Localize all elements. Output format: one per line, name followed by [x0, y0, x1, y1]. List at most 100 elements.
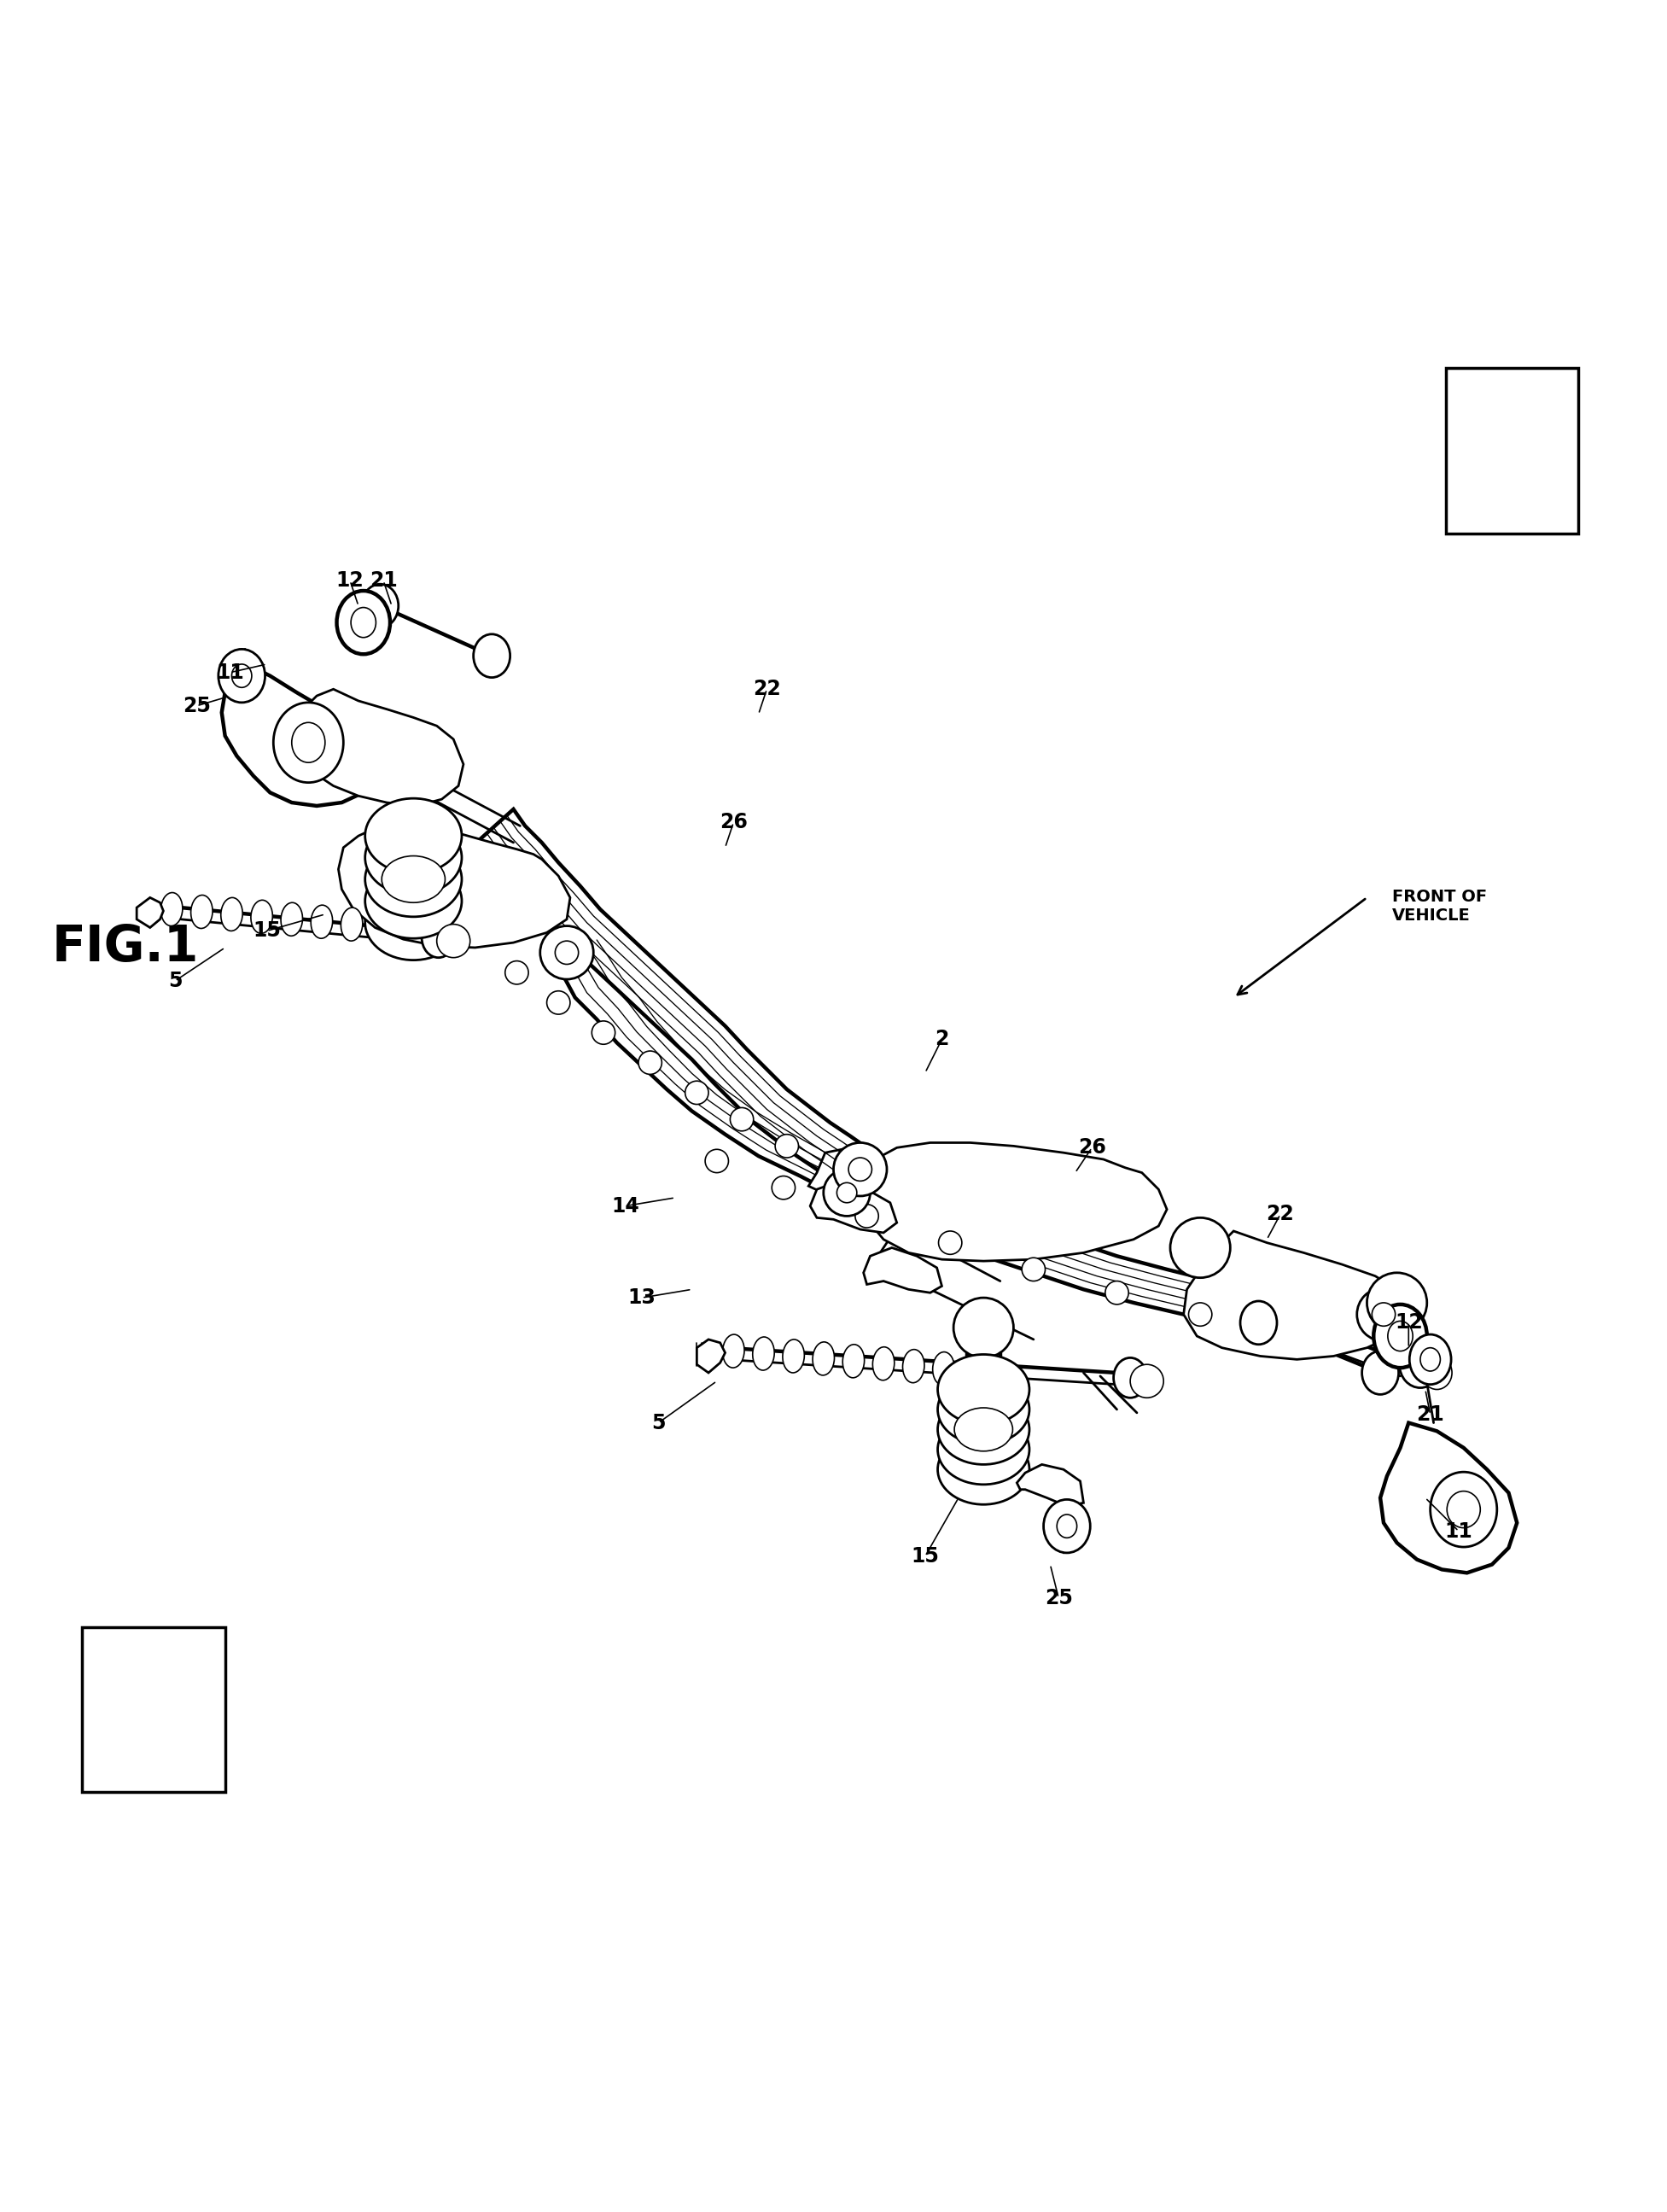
- Ellipse shape: [1362, 1352, 1399, 1394]
- Polygon shape: [1380, 1422, 1517, 1573]
- Text: 14: 14: [612, 1197, 638, 1217]
- Circle shape: [592, 1022, 615, 1044]
- Text: 15: 15: [912, 1546, 939, 1566]
- Ellipse shape: [782, 1340, 805, 1374]
- Text: 26: 26: [720, 812, 747, 832]
- Polygon shape: [297, 690, 463, 805]
- Polygon shape: [1184, 1232, 1400, 1360]
- Ellipse shape: [842, 1345, 865, 1378]
- Ellipse shape: [752, 1336, 775, 1369]
- Polygon shape: [864, 1248, 942, 1292]
- Ellipse shape: [1422, 1356, 1452, 1389]
- Polygon shape: [859, 1144, 1167, 1261]
- Text: 12: 12: [1395, 1312, 1422, 1334]
- Text: 21: 21: [1417, 1405, 1444, 1425]
- Circle shape: [1357, 1287, 1410, 1340]
- Ellipse shape: [292, 723, 325, 763]
- Circle shape: [1022, 1259, 1045, 1281]
- Text: 11: 11: [217, 661, 243, 684]
- Circle shape: [685, 1082, 708, 1104]
- Ellipse shape: [365, 885, 462, 960]
- Circle shape: [1367, 1272, 1427, 1334]
- Ellipse shape: [937, 1433, 1029, 1504]
- Ellipse shape: [872, 1347, 895, 1380]
- Polygon shape: [550, 936, 1367, 1325]
- Ellipse shape: [1044, 1500, 1090, 1553]
- Ellipse shape: [422, 918, 455, 958]
- Ellipse shape: [232, 664, 252, 688]
- Polygon shape: [697, 1340, 725, 1374]
- Ellipse shape: [1387, 1321, 1414, 1352]
- Polygon shape: [222, 664, 375, 805]
- Ellipse shape: [280, 902, 303, 936]
- Ellipse shape: [218, 648, 265, 703]
- Ellipse shape: [340, 907, 363, 940]
- Circle shape: [772, 1177, 795, 1199]
- Circle shape: [638, 1051, 662, 1075]
- Ellipse shape: [1420, 1347, 1440, 1371]
- Text: 26: 26: [1079, 1137, 1105, 1157]
- Circle shape: [1130, 1365, 1164, 1398]
- Text: 22: 22: [1267, 1203, 1294, 1225]
- Circle shape: [555, 940, 578, 964]
- Ellipse shape: [937, 1413, 1029, 1484]
- Circle shape: [855, 1203, 879, 1228]
- Circle shape: [1372, 1303, 1395, 1325]
- Ellipse shape: [1057, 1515, 1077, 1537]
- Ellipse shape: [1447, 1491, 1480, 1528]
- Circle shape: [1189, 1303, 1212, 1325]
- Ellipse shape: [365, 799, 462, 874]
- Ellipse shape: [1374, 1305, 1427, 1367]
- Text: 15: 15: [253, 920, 280, 940]
- Ellipse shape: [954, 1407, 1014, 1451]
- Circle shape: [834, 1144, 887, 1197]
- Ellipse shape: [310, 905, 333, 938]
- Circle shape: [705, 1150, 728, 1172]
- Circle shape: [954, 1298, 1014, 1358]
- Circle shape: [823, 1170, 870, 1217]
- Ellipse shape: [382, 856, 445, 902]
- Polygon shape: [480, 810, 867, 1181]
- Text: 25: 25: [183, 695, 210, 717]
- Text: 25: 25: [1045, 1588, 1072, 1608]
- Ellipse shape: [362, 584, 398, 628]
- Ellipse shape: [812, 1343, 835, 1376]
- Circle shape: [849, 1157, 872, 1181]
- Circle shape: [837, 1183, 857, 1203]
- Text: 5: 5: [652, 1413, 665, 1433]
- Ellipse shape: [190, 896, 213, 929]
- Text: FIG.1: FIG.1: [52, 922, 198, 971]
- Circle shape: [540, 927, 593, 980]
- Ellipse shape: [365, 843, 462, 916]
- Ellipse shape: [365, 821, 462, 896]
- Ellipse shape: [337, 591, 390, 655]
- Ellipse shape: [937, 1394, 1029, 1464]
- FancyBboxPatch shape: [1447, 367, 1577, 533]
- Ellipse shape: [273, 703, 343, 783]
- Text: FRONT OF
VEHICLE: FRONT OF VEHICLE: [1392, 889, 1487, 922]
- Text: 2: 2: [935, 1029, 949, 1048]
- Polygon shape: [1017, 1464, 1084, 1506]
- Ellipse shape: [1400, 1340, 1440, 1387]
- Ellipse shape: [937, 1354, 1029, 1425]
- Ellipse shape: [160, 894, 183, 927]
- Ellipse shape: [902, 1349, 925, 1382]
- Text: LEFT WHEEL'S
SIDE: LEFT WHEEL'S SIDE: [1495, 385, 1529, 518]
- Circle shape: [730, 1108, 753, 1130]
- Circle shape: [505, 960, 528, 984]
- Ellipse shape: [473, 635, 510, 677]
- Text: 12: 12: [337, 571, 363, 591]
- Ellipse shape: [1240, 1301, 1277, 1345]
- Ellipse shape: [722, 1334, 745, 1367]
- Ellipse shape: [1374, 1325, 1404, 1360]
- Text: RIGHT WHEEL'S
SIDE: RIGHT WHEEL'S SIDE: [137, 1637, 170, 1783]
- Circle shape: [775, 1135, 798, 1157]
- Polygon shape: [808, 1148, 925, 1210]
- Ellipse shape: [1114, 1358, 1147, 1398]
- Text: 13: 13: [628, 1287, 655, 1307]
- Polygon shape: [137, 898, 163, 927]
- Text: 11: 11: [1445, 1522, 1472, 1542]
- Ellipse shape: [962, 1354, 985, 1387]
- Ellipse shape: [352, 608, 377, 637]
- Ellipse shape: [365, 863, 462, 938]
